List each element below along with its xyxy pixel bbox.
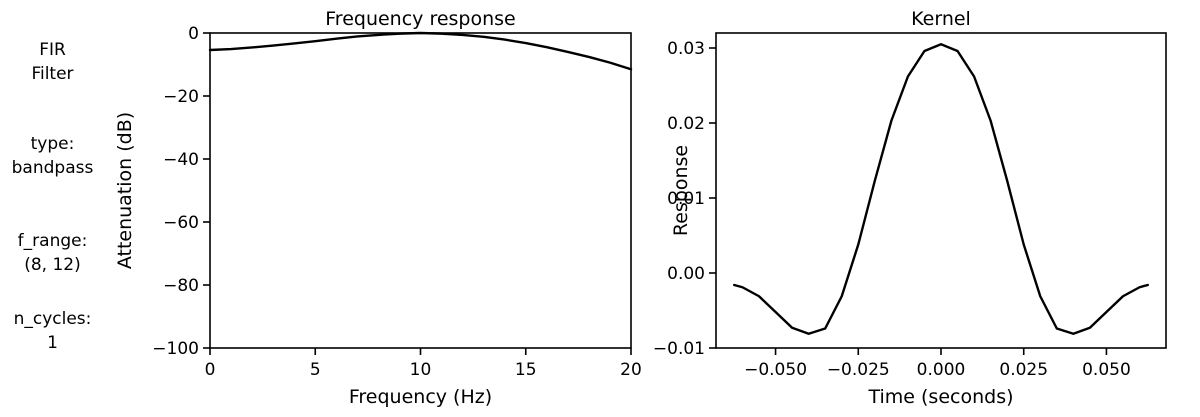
freq-series-line-0 [208, 31, 633, 71]
kernel-plot-frame [715, 32, 1167, 349]
kernel-y-tick-label-1: 0.00 [667, 264, 705, 284]
n-cycles-param: n_cycles: 1 [0, 307, 105, 355]
freq-y-tick-label-0: −100 [152, 339, 199, 359]
kernel-x-tick-label-3: 0.025 [999, 360, 1048, 380]
kernel-x-tick-label-0: −0.050 [744, 360, 807, 380]
filter-title-line-2: Filter [31, 64, 74, 84]
kernel-y-tick-label-3: 0.02 [667, 114, 705, 134]
kernel-y-tick-label-2: 0.01 [667, 189, 705, 209]
n-cycles-param-label: n_cycles: [13, 309, 92, 329]
freq-x-tick-label-4: 20 [620, 360, 642, 380]
kernel-y-tick-label-0: −0.01 [653, 339, 705, 359]
freq-y-tick-label-1: −80 [163, 276, 199, 296]
freq-y-tick-label-4: −20 [163, 87, 199, 107]
kernel-y-axis-label: Response [670, 145, 692, 236]
f-range-param: f_range: (8, 12) [0, 229, 105, 277]
filter-info-panel: FIR Filter type: bandpass f_range: (8, 1… [0, 0, 105, 417]
type-param: type: bandpass [0, 132, 105, 180]
type-param-label: type: [30, 134, 75, 154]
freq-plot-frame [209, 32, 632, 349]
freq-x-tick-label-3: 15 [515, 360, 537, 380]
freq-y-tick-label-5: 0 [188, 24, 199, 44]
freq-x-axis-label: Frequency (Hz) [349, 386, 492, 408]
freq-y-tick-label-2: −60 [163, 213, 199, 233]
freq-y-axis-label: Attenuation (dB) [114, 112, 136, 269]
type-param-value: bandpass [11, 158, 94, 178]
kernel-x-tick-label-1: −0.025 [827, 360, 890, 380]
kernel-chart-title: Kernel [911, 8, 971, 30]
f-range-param-value: (8, 12) [24, 255, 81, 275]
kernel-series-line-0 [733, 43, 1150, 335]
filter-title: FIR Filter [0, 38, 105, 86]
kernel-x-tick-label-2: 0.000 [917, 360, 966, 380]
freq-y-tick-label-3: −40 [163, 150, 199, 170]
kernel-y-tick-label-4: 0.03 [667, 39, 705, 59]
f-range-param-label: f_range: [17, 231, 88, 251]
freq-x-tick-label-2: 10 [410, 360, 432, 380]
n-cycles-param-value: 1 [47, 333, 58, 353]
freq-chart-title: Frequency response [325, 8, 516, 30]
kernel-x-axis-label: Time (seconds) [867, 386, 1013, 408]
filter-title-line-1: FIR [39, 40, 66, 60]
kernel-x-tick-label-4: 0.050 [1082, 360, 1131, 380]
freq-x-tick-label-1: 5 [310, 360, 321, 380]
freq-x-tick-label-0: 0 [205, 360, 216, 380]
